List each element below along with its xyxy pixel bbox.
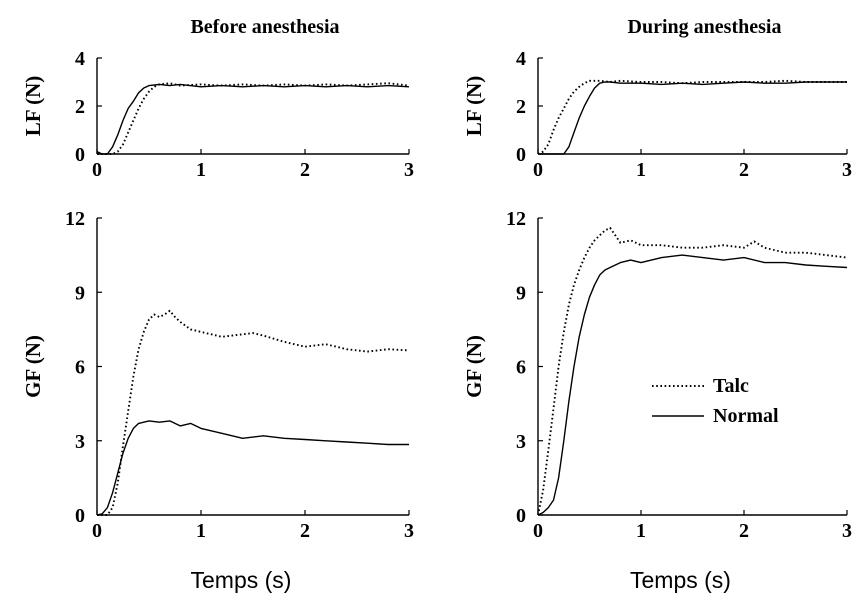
y-tick-label: 0 <box>75 144 85 166</box>
legend-label: Normal <box>713 405 779 427</box>
y-tick-label: 12 <box>506 208 526 230</box>
legend: Talc Normal <box>652 375 779 427</box>
series-line-solid <box>96 420 409 516</box>
x-tick-label: 0 <box>92 520 102 542</box>
y-tick-label: 9 <box>75 282 85 304</box>
x-tick-label: 2 <box>739 159 749 181</box>
y-tick-label: 0 <box>516 144 526 166</box>
series-line-solid <box>96 83 410 155</box>
y-tick-label: 2 <box>75 96 85 118</box>
chart-title: During anesthesia <box>628 16 782 38</box>
y-tick-label: 3 <box>516 431 526 453</box>
x-tick-label: 3 <box>404 159 414 181</box>
y-tick-label: 0 <box>516 505 526 527</box>
chart-panel-2: 0 1 2 3 0 2 4 LF (N) During anesthesia <box>462 16 852 181</box>
y-axis-label: GF (N) <box>462 335 486 398</box>
x-tick-label: 3 <box>404 520 414 542</box>
y-tick-label: 3 <box>75 431 85 453</box>
series-line-dotted <box>537 79 847 155</box>
x-tick-label: 0 <box>92 159 102 181</box>
y-tick-label: 6 <box>516 357 526 379</box>
x-tick-label: 2 <box>739 520 749 542</box>
x-tick-label: 1 <box>196 520 206 542</box>
y-tick-label: 4 <box>516 48 526 70</box>
x-tick-label: 1 <box>196 159 206 181</box>
series-line-solid <box>537 254 848 516</box>
legend-label: Talc <box>713 375 749 397</box>
y-tick-label: 6 <box>75 357 85 379</box>
y-tick-label: 4 <box>75 48 85 70</box>
chart-title: Before anesthesia <box>190 16 339 38</box>
x-axis-label: Temps (s) <box>630 567 731 593</box>
x-tick-label: 0 <box>533 159 543 181</box>
x-tick-label: 0 <box>533 520 543 542</box>
series-line-solid <box>538 81 847 155</box>
series-line-dotted <box>97 82 410 155</box>
x-tick-label: 3 <box>842 159 852 181</box>
y-axis-label: GF (N) <box>21 335 45 398</box>
series-line-dotted <box>537 226 848 516</box>
x-tick-label: 2 <box>300 520 310 542</box>
series-line-dotted <box>97 309 410 516</box>
y-tick-label: 9 <box>516 282 526 304</box>
chart-panel-1: 0 1 2 3 0 2 4 LF (N) Before anesthesia <box>21 16 414 181</box>
x-tick-label: 2 <box>300 159 310 181</box>
x-tick-label: 1 <box>636 520 646 542</box>
x-axis-label: Temps (s) <box>191 567 292 593</box>
y-axis-label: LF (N) <box>21 76 45 136</box>
y-tick-label: 12 <box>65 208 85 230</box>
y-axis-label: LF (N) <box>462 76 486 136</box>
y-tick-label: 2 <box>516 96 526 118</box>
y-tick-label: 0 <box>75 505 85 527</box>
x-tick-label: 3 <box>842 520 852 542</box>
x-tick-label: 1 <box>636 159 646 181</box>
